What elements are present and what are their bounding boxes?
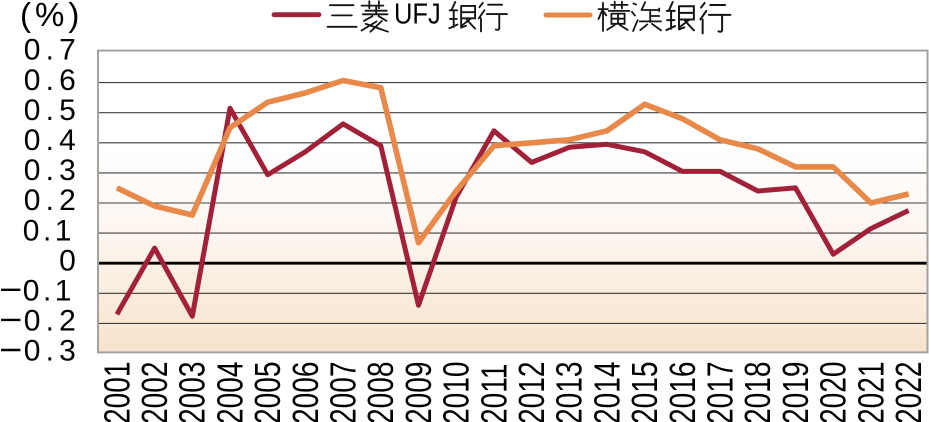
- svg-text:0.4: 0.4: [24, 124, 81, 157]
- svg-text:2018: 2018: [738, 361, 778, 422]
- svg-text:0.7: 0.7: [24, 34, 81, 67]
- svg-text:2020: 2020: [813, 361, 853, 422]
- svg-text:2005: 2005: [248, 361, 288, 422]
- svg-text:2014: 2014: [587, 361, 627, 422]
- svg-text:2022: 2022: [889, 361, 929, 422]
- svg-text:2007: 2007: [323, 361, 363, 422]
- svg-text:0.5: 0.5: [24, 94, 81, 127]
- svg-text:(%): (%): [20, 0, 83, 33]
- svg-text:2003: 2003: [172, 361, 212, 422]
- svg-text:2010: 2010: [436, 361, 476, 422]
- svg-text:0.2: 0.2: [24, 305, 81, 338]
- svg-text:UFJ: UFJ: [394, 0, 441, 30]
- svg-text:2006: 2006: [285, 361, 325, 422]
- svg-text:2002: 2002: [135, 361, 175, 422]
- svg-text:2012: 2012: [512, 361, 552, 422]
- svg-text:2016: 2016: [662, 361, 702, 422]
- svg-text:2019: 2019: [775, 361, 815, 422]
- svg-text:0.1: 0.1: [23, 214, 75, 247]
- svg-text:0.2: 0.2: [24, 184, 81, 217]
- svg-text:2013: 2013: [549, 361, 589, 422]
- svg-text:2009: 2009: [398, 361, 438, 422]
- svg-text:0: 0: [59, 244, 81, 277]
- svg-text:2021: 2021: [851, 361, 891, 422]
- svg-text:2011: 2011: [474, 364, 514, 422]
- svg-text:2008: 2008: [361, 361, 401, 422]
- svg-text:0.6: 0.6: [24, 64, 81, 97]
- svg-text:2015: 2015: [625, 361, 665, 422]
- svg-text:0.3: 0.3: [24, 154, 81, 187]
- svg-text:2001: 2001: [97, 361, 137, 422]
- svg-text:0.3: 0.3: [24, 335, 81, 368]
- svg-text:2004: 2004: [210, 361, 250, 422]
- svg-text:2017: 2017: [700, 361, 740, 422]
- svg-text:0.1: 0.1: [23, 275, 75, 308]
